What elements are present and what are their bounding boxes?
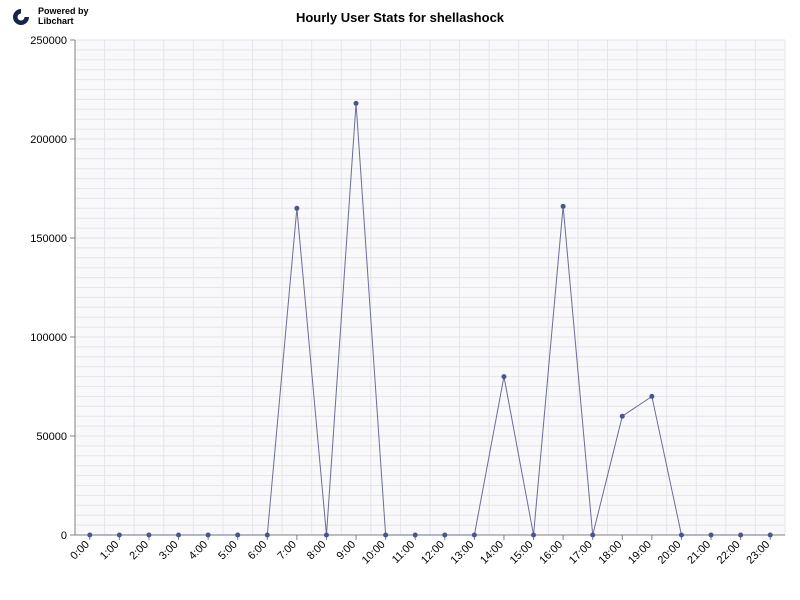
data-marker [531, 533, 536, 538]
chart-container: Powered by Libchart Hourly User Stats fo… [0, 0, 800, 600]
xtick-label: 20:00 [656, 539, 684, 567]
data-marker [146, 533, 151, 538]
xtick-label: 19:00 [626, 539, 654, 567]
xtick-label: 10:00 [360, 539, 388, 567]
line-chart: 0 50000 100000 150000 200000 250000 0:001:002:… [0, 0, 800, 600]
data-marker [176, 533, 181, 538]
xtick-label: 0:00 [68, 539, 92, 563]
data-marker [472, 533, 477, 538]
data-marker [501, 374, 506, 379]
ytick-label: 0 [61, 530, 67, 542]
data-marker [649, 394, 654, 399]
xtick-label: 18:00 [596, 539, 624, 567]
data-marker [235, 533, 240, 538]
data-marker [561, 204, 566, 209]
ytick-label: 50000 [36, 431, 67, 443]
data-marker [620, 414, 625, 419]
xtick-label: 13:00 [449, 539, 477, 567]
data-marker [206, 533, 211, 538]
xtick-label: 11:00 [390, 539, 417, 566]
xtick-label: 1:00 [98, 539, 122, 563]
xtick-label: 21:00 [685, 539, 713, 567]
data-marker [738, 533, 743, 538]
xtick-label: 2:00 [127, 539, 151, 563]
xtick-label: 6:00 [246, 539, 270, 563]
xtick-label: 8:00 [305, 539, 329, 563]
xtick-label: 16:00 [537, 539, 565, 567]
data-marker [87, 533, 92, 538]
data-marker [265, 533, 270, 538]
data-marker [324, 533, 329, 538]
xtick-label: 23:00 [744, 539, 772, 567]
xtick-label: 15:00 [508, 539, 536, 567]
xtick-label: 4:00 [187, 539, 211, 563]
xtick-label: 12:00 [419, 539, 447, 567]
data-marker [442, 533, 447, 538]
data-marker [590, 533, 595, 538]
ytick-label: 150000 [30, 233, 67, 245]
ytick-label: 200000 [30, 134, 67, 146]
data-marker [768, 533, 773, 538]
xtick-label: 22:00 [715, 539, 743, 567]
data-marker [354, 101, 359, 106]
data-marker [294, 206, 299, 211]
data-marker [383, 533, 388, 538]
xtick-label: 17:00 [567, 539, 595, 567]
ytick-label: 100000 [30, 332, 67, 344]
xtick-label: 14:00 [478, 539, 506, 567]
data-marker [709, 533, 714, 538]
xtick-label: 3:00 [157, 539, 181, 563]
data-marker [413, 533, 418, 538]
xtick-label: 7:00 [275, 539, 299, 563]
data-marker [117, 533, 122, 538]
data-marker [679, 533, 684, 538]
ytick-label: 250000 [30, 35, 67, 47]
xtick-label: 5:00 [216, 539, 240, 563]
xtick-label: 9:00 [335, 539, 359, 563]
